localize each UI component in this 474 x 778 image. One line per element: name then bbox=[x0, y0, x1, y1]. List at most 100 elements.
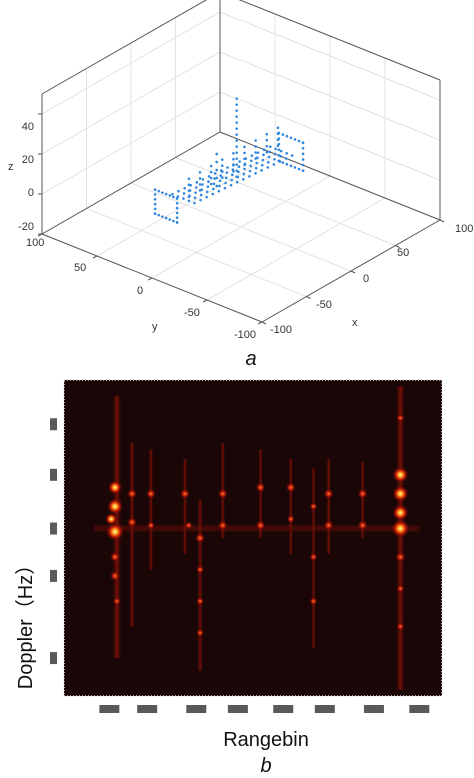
y-tick-label: 0 bbox=[137, 285, 143, 297]
heatmap-peak bbox=[357, 488, 368, 499]
z-tick-label: 20 bbox=[22, 154, 34, 166]
heatmap-streak bbox=[129, 443, 136, 627]
y-tick-mark bbox=[257, 321, 263, 325]
heatmap-peak bbox=[127, 488, 138, 499]
x-axis-ticks: -100 -50 0 50 100 bbox=[270, 223, 473, 336]
scatter-point bbox=[161, 191, 164, 194]
scatter-point bbox=[243, 157, 246, 161]
scatter-point bbox=[157, 189, 161, 193]
heatmap-peak bbox=[217, 488, 228, 499]
scatter-point bbox=[266, 166, 270, 169]
x-tick-smudge bbox=[409, 705, 430, 713]
y-tick-label: 50 bbox=[74, 262, 86, 274]
heatmap-streak bbox=[197, 500, 204, 671]
scatter-point bbox=[235, 163, 238, 166]
chart-heatmap: Doppler（Hz） Rangebin b bbox=[14, 379, 443, 777]
scatter-point bbox=[265, 144, 269, 148]
scatter-point bbox=[301, 146, 305, 150]
scatter-point bbox=[193, 201, 196, 205]
scatter-point bbox=[153, 202, 157, 206]
scatter-point bbox=[199, 198, 202, 202]
scatter-point bbox=[254, 172, 257, 175]
heatmap-peak bbox=[395, 551, 406, 562]
scatter-point bbox=[232, 164, 235, 167]
scatter-point bbox=[237, 165, 241, 169]
heatmap-peak bbox=[323, 488, 334, 499]
heatmap-peak bbox=[127, 517, 138, 528]
scatter-point bbox=[224, 176, 228, 180]
scatter-point bbox=[187, 195, 191, 199]
x-axis-label: Rangebin bbox=[223, 729, 309, 751]
scatter-point bbox=[175, 211, 179, 215]
scatter-point bbox=[194, 186, 198, 189]
scatter-point bbox=[206, 185, 210, 189]
scatter-point bbox=[277, 148, 281, 152]
scatter-point bbox=[235, 127, 238, 130]
heatmap-streak bbox=[148, 449, 154, 570]
scatter-point bbox=[238, 160, 241, 163]
heatmap-streak bbox=[288, 459, 294, 554]
scatter-point bbox=[232, 152, 235, 155]
heatmap-peak bbox=[391, 519, 410, 538]
scatter-point bbox=[301, 141, 305, 144]
scatter-point bbox=[235, 151, 238, 154]
scatter-point bbox=[205, 190, 209, 194]
x-axis-label: x bbox=[352, 317, 358, 329]
heatmap-peak bbox=[396, 622, 405, 631]
heatmap-peak bbox=[196, 597, 205, 606]
scatter-point bbox=[198, 177, 202, 180]
y-tick-smudge bbox=[50, 652, 57, 665]
scatter-point bbox=[293, 138, 297, 141]
scatter-point bbox=[267, 160, 270, 164]
wall-grid-line bbox=[219, 11, 441, 101]
heatmap-peak bbox=[309, 597, 318, 606]
y-tick-smudge bbox=[50, 522, 57, 535]
scatter-point bbox=[153, 188, 157, 191]
scatter-point bbox=[254, 157, 257, 160]
scatter-point bbox=[209, 164, 213, 168]
scatter-point bbox=[164, 192, 168, 196]
scatter-point bbox=[224, 181, 227, 185]
scatter-point bbox=[198, 171, 202, 174]
z-tick-label: 40 bbox=[22, 121, 34, 133]
heatmap-peak bbox=[396, 413, 405, 422]
scatter-point bbox=[209, 176, 213, 180]
wall-grid-line bbox=[219, 91, 441, 181]
y-tick-mark bbox=[147, 277, 153, 281]
wall-grid-line bbox=[41, 11, 221, 115]
subfigure-label-b: b bbox=[260, 755, 271, 777]
scatter-point bbox=[235, 139, 238, 142]
x-tick-mark bbox=[350, 270, 356, 274]
heatmap-peak bbox=[184, 521, 193, 530]
scatter-point bbox=[226, 166, 229, 169]
y-tick-mark bbox=[202, 299, 208, 303]
y-tick-label: -50 bbox=[184, 307, 200, 319]
floor-grid-line bbox=[206, 197, 386, 301]
scatter-point bbox=[194, 191, 197, 194]
heatmap-peak bbox=[195, 533, 206, 543]
heatmap-peak bbox=[286, 515, 295, 524]
scatter-point bbox=[260, 163, 264, 167]
scatter-point bbox=[161, 215, 164, 218]
scatter-point bbox=[193, 196, 197, 200]
heatmap-plot-area bbox=[64, 380, 442, 696]
scatter-point bbox=[254, 166, 258, 170]
heatmap-peak bbox=[323, 520, 334, 531]
x-tick-smudge bbox=[137, 705, 158, 713]
scatter-point bbox=[195, 181, 199, 184]
floor-grid-line bbox=[96, 153, 276, 257]
scatter-point bbox=[261, 158, 265, 162]
scatter-point bbox=[187, 189, 191, 193]
y-axis-label: y bbox=[152, 321, 158, 333]
scatter-point bbox=[212, 187, 215, 191]
scatter-point bbox=[171, 192, 174, 196]
y-tick-label: -100 bbox=[234, 329, 256, 341]
scatter-point bbox=[213, 177, 216, 180]
x-tick-mark bbox=[306, 296, 311, 299]
scatter-point bbox=[277, 131, 281, 135]
scatter-point bbox=[273, 152, 277, 156]
z-axis-label: z bbox=[8, 161, 14, 173]
scatter-point bbox=[209, 182, 213, 186]
scatter-point bbox=[201, 178, 205, 181]
scatter-point bbox=[225, 171, 229, 174]
